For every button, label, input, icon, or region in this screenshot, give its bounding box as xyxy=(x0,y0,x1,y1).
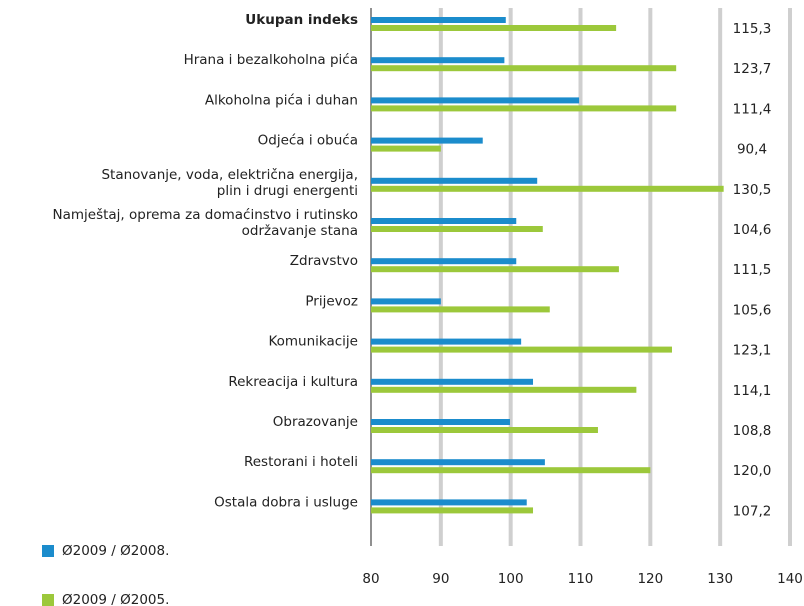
category-label: Odjeća i obuća xyxy=(258,133,358,149)
bar xyxy=(371,218,517,224)
bar xyxy=(371,346,672,353)
value-label: 130,5 xyxy=(733,182,772,198)
x-tick-label: 130 xyxy=(707,571,733,587)
bar xyxy=(371,97,580,104)
legend-label: Ø2009 / Ø2008. xyxy=(62,543,169,559)
bar xyxy=(371,17,506,23)
bar xyxy=(371,499,527,506)
bar xyxy=(371,226,543,232)
bar xyxy=(371,419,510,425)
category-label: Zdravstvo xyxy=(290,253,358,269)
category-label: Restorani i hoteli xyxy=(244,454,358,470)
bar xyxy=(371,25,617,31)
category-label: Komunikacije xyxy=(268,334,358,350)
x-tick-label: 90 xyxy=(432,571,449,587)
value-label: 107,2 xyxy=(733,503,772,519)
bar xyxy=(371,386,637,393)
value-label: 90,4 xyxy=(737,142,767,158)
bar xyxy=(371,338,522,345)
value-label: 104,6 xyxy=(733,222,772,238)
bar xyxy=(371,137,483,144)
legend-swatch xyxy=(42,545,54,557)
value-label: 105,6 xyxy=(733,302,772,318)
value-label: 123,1 xyxy=(733,343,772,359)
category-label: Obrazovanje xyxy=(273,414,358,430)
x-tick-label: 110 xyxy=(568,571,594,587)
bar xyxy=(371,427,598,433)
x-tick-label: 140 xyxy=(777,571,803,587)
value-label: 108,8 xyxy=(733,423,772,439)
category-label: Hrana i bezalkoholna pića xyxy=(184,52,358,68)
bar xyxy=(371,459,545,466)
bar xyxy=(371,105,677,112)
bar xyxy=(371,145,441,152)
category-label: Prijevoz xyxy=(305,293,358,309)
category-label: Rekreacija i kultura xyxy=(228,374,358,390)
category-label: Namještaj, oprema za domaćinstvo i rutin… xyxy=(53,207,359,239)
value-label: 115,3 xyxy=(733,21,772,37)
bar xyxy=(371,185,724,192)
bar xyxy=(371,65,677,72)
category-label: Stanovanje, voda, električna energija, pl… xyxy=(101,167,358,199)
x-tick-label: 100 xyxy=(498,571,524,587)
bar xyxy=(371,298,441,305)
bar xyxy=(371,306,550,313)
bar xyxy=(371,467,651,474)
value-label: 123,7 xyxy=(733,61,772,77)
legend-swatch xyxy=(42,594,54,606)
bar xyxy=(371,507,534,514)
bar xyxy=(371,177,538,184)
bar xyxy=(371,258,517,265)
category-label: Ukupan indeks xyxy=(245,12,358,28)
x-tick-label: 80 xyxy=(362,571,379,587)
bar xyxy=(371,266,619,273)
value-label: 111,5 xyxy=(733,262,772,278)
bar xyxy=(371,378,534,385)
value-label: 114,1 xyxy=(733,383,772,399)
value-label: 111,4 xyxy=(733,101,772,117)
value-label: 120,0 xyxy=(733,463,772,479)
category-label: Alkoholna pića i duhan xyxy=(205,92,358,108)
category-label: Ostala dobra i usluge xyxy=(214,494,358,510)
bar xyxy=(371,57,505,64)
x-tick-label: 120 xyxy=(637,571,663,587)
legend-label: Ø2009 / Ø2005. xyxy=(62,592,169,606)
